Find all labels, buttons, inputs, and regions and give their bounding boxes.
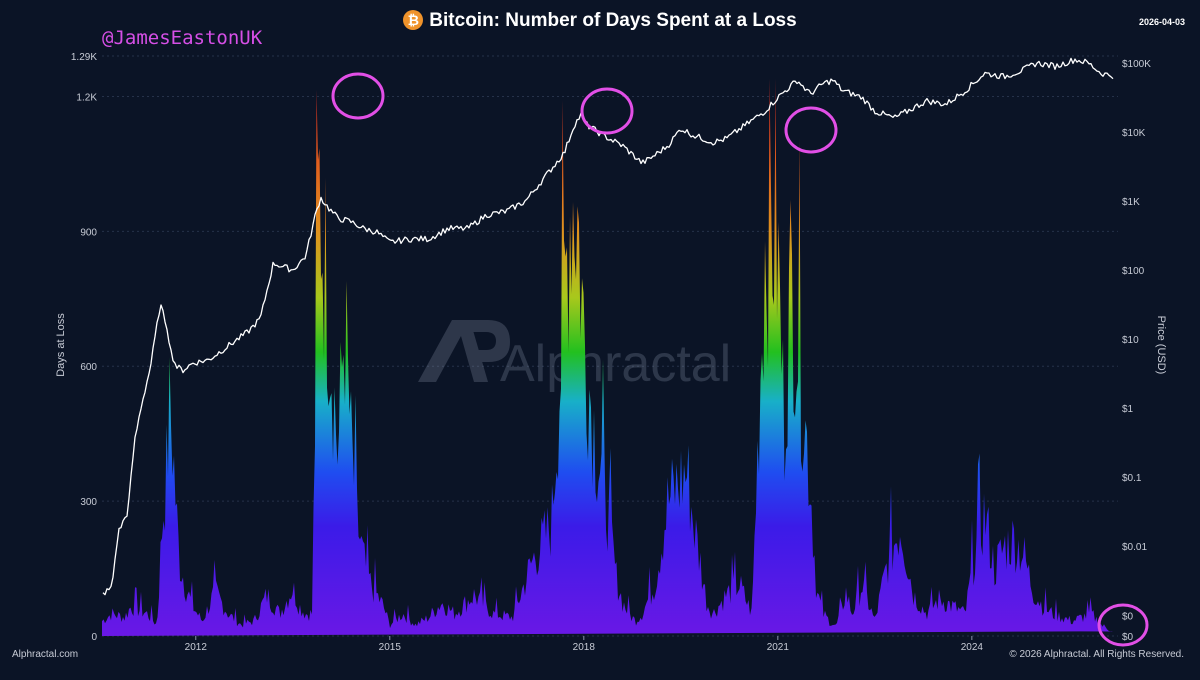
right-tick-label: $0.1 (1122, 473, 1142, 484)
chart-title-text: Bitcoin: Number of Days Spent at a Loss (429, 10, 797, 31)
left-tick-label: 1.29K (71, 52, 97, 63)
x-tick-label: 2024 (961, 642, 984, 653)
author-handle: @JamesEastonUK (102, 27, 263, 49)
left-tick-label: 0 (91, 632, 97, 643)
right-tick-label: $0 (1122, 611, 1134, 622)
chart-date: 2026-04-03 (1138, 17, 1185, 27)
x-tick-label: 2012 (185, 642, 208, 653)
right-tick-label: $10K (1122, 128, 1146, 139)
peak-2013-circle (331, 72, 385, 120)
price-line (102, 57, 1114, 596)
right-tick-label: $1 (1122, 404, 1134, 415)
x-axis: 2012 2015 2018 2021 2024 (185, 636, 984, 653)
right-tick-label: $100 (1122, 266, 1145, 277)
bitcoin-icon: ₿ (403, 10, 424, 30)
footer-site: Alphractal.com (12, 649, 79, 660)
chart-title: ₿ Bitcoin: Number of Days Spent at a Loss (0, 10, 1200, 32)
right-tick-label: $0.01 (1122, 542, 1147, 553)
alphractal-logo-icon (418, 320, 510, 382)
left-tick-label: 1.2K (76, 92, 97, 103)
footer-copyright: © 2026 Alphractal. All Rights Reserved. (1009, 649, 1184, 660)
left-tick-label: 300 (80, 497, 97, 508)
days-at-loss-area (102, 78, 1113, 636)
annotation-circles (331, 72, 1149, 647)
left-tick-label: 900 (80, 227, 97, 238)
peak-2018-circle (580, 87, 634, 135)
current-level-circle (1097, 603, 1149, 647)
x-tick-label: 2021 (767, 642, 790, 653)
right-axis: $0 $0.01 $0.1 $1 $10 $100 $1K $10K $100K $0 (1122, 59, 1151, 643)
watermark: Alphractal (418, 320, 731, 393)
right-tick-label: $0 (1122, 632, 1134, 643)
right-axis-label: Price (USD) (1155, 316, 1167, 375)
grid-lines (102, 55, 1118, 637)
x-tick-label: 2015 (379, 642, 402, 653)
left-axis-label: Days at Loss (55, 313, 67, 377)
right-tick-label: $10 (1122, 335, 1139, 346)
x-tick-label: 2018 (573, 642, 596, 653)
left-axis: 0 300 600 900 1.2K 1.29K (71, 52, 98, 643)
peak-2021-circle (784, 106, 838, 154)
right-tick-label: $100K (1122, 59, 1151, 70)
left-tick-label: 600 (80, 362, 97, 373)
watermark-text: Alphractal (500, 335, 731, 393)
right-tick-label: $1K (1122, 197, 1140, 208)
